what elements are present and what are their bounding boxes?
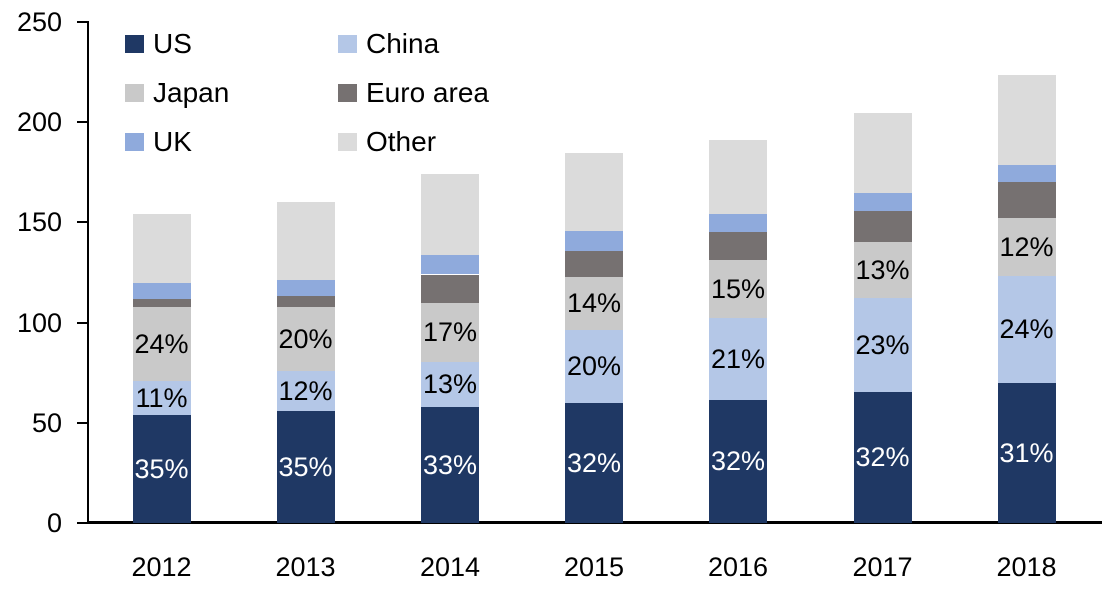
bar-segment-china [565,329,623,403]
bar-segment-uk [853,193,912,212]
y-tick-label: 100 [16,307,62,338]
bar-segment-us [709,399,767,523]
bar-segment-us [132,414,191,523]
legend-swatch-icon [338,83,357,102]
bar-segment-other [132,214,191,283]
legend-item-china: China [338,19,489,68]
legend-label: Japan [153,76,230,108]
bar-segment-euro-area [276,295,335,307]
y-tick-label: 200 [16,107,62,138]
x-axis-label: 2013 [275,552,336,582]
legend-item-us: US [125,19,338,68]
bar-segment-china [997,275,1056,383]
legend-label: Euro area [366,76,489,108]
y-tick-label: 250 [16,7,62,37]
legend-swatch-icon [125,34,144,53]
x-axis-label: 2012 [131,552,192,582]
bar-segment-japan [276,306,335,371]
legend-swatch-icon [338,132,357,151]
bar-segment-euro-area [709,232,767,261]
bar-segment-uk [997,165,1056,183]
bar-segment-uk [709,214,767,233]
bar-segment-other [276,202,335,280]
legend-swatch-icon [125,132,144,151]
bar-segment-euro-area [853,211,912,243]
bar-segment-euro-area [132,298,191,307]
x-axis-label: 2015 [563,552,625,582]
y-tick-label: 50 [31,407,62,438]
bar-segment-other [421,174,479,256]
bar-segment-japan [853,242,912,298]
legend-item-other: Other [338,117,489,166]
bar-segment-uk [421,255,479,275]
x-axis-label: 2018 [996,552,1057,582]
bar-segment-us [853,391,912,523]
bar-segment-china [276,370,335,411]
bar-segment-us [421,406,479,523]
y-tick-mark [77,421,88,424]
bar-segment-other [565,153,623,232]
bar-segment-euro-area [421,274,479,303]
legend-label: China [366,27,440,59]
y-axis-line [87,21,89,524]
bar-segment-japan [709,260,767,318]
legend-item-uk: UK [125,117,338,166]
bar-segment-us [565,402,623,523]
bar-segment-euro-area [997,182,1056,219]
y-tick-mark [77,522,88,524]
bar-segment-japan [132,306,191,381]
bar-segment-uk [132,282,191,299]
bar-segment-china [132,380,191,415]
bar-segment-japan [421,302,479,362]
bar-segment-other [709,140,767,215]
bar-segment-japan [565,276,623,330]
y-tick-mark [77,21,88,23]
bar-segment-japan [997,218,1056,276]
y-tick-mark [77,221,88,224]
y-tick-label: 0 [46,508,62,538]
legend-swatch-icon [125,83,144,102]
bar-segment-us [997,382,1056,523]
legend-swatch-icon [338,34,357,53]
x-axis-label: 2016 [707,552,769,582]
bar-segment-china [853,297,912,392]
bar-segment-china [709,317,767,400]
legend-item-japan: Japan [125,68,338,117]
bar-segment-uk [565,231,623,252]
bar-segment-uk [276,279,335,296]
legend-item-euro-area: Euro area [338,68,489,117]
legend-label: UK [153,125,192,157]
y-tick-label: 150 [16,207,62,238]
bar-segment-us [276,410,335,523]
x-axis-label: 2017 [852,552,913,582]
y-tick-mark [77,321,88,324]
legend-label: US [153,27,192,59]
bar-segment-china [421,361,479,407]
bar-segment-other [853,113,912,194]
x-axis-label: 2014 [419,552,481,582]
legend: US China Japan Euro area UK Other [125,19,489,166]
legend-label: Other [366,125,437,157]
bar-segment-euro-area [565,251,623,277]
y-tick-mark [77,121,88,124]
bar-segment-other [997,75,1056,166]
